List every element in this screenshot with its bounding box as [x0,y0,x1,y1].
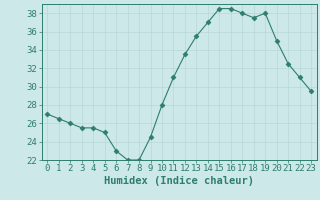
X-axis label: Humidex (Indice chaleur): Humidex (Indice chaleur) [104,176,254,186]
